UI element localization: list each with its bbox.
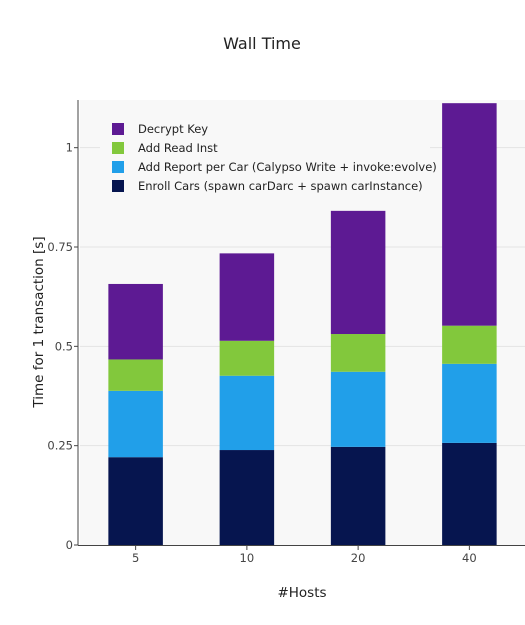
y-axis-title: Time for 1 transaction [s] <box>31 236 47 408</box>
legend-label: Add Read Inst <box>138 141 218 155</box>
bar-segment <box>108 457 163 545</box>
chart-title: Wall Time <box>223 34 301 53</box>
x-axis-ticks: 5 10 20 40 <box>132 546 477 565</box>
legend: Decrypt Key Add Read Inst Add Report per C… <box>100 116 437 196</box>
x-tick-label: 20 <box>351 551 366 565</box>
x-tick-label: 5 <box>132 551 139 565</box>
y-tick-label: 0 <box>66 538 73 552</box>
bars-group <box>108 103 497 545</box>
y-axis-ticks: 0 0.25 0.5 0.75 1 <box>47 141 78 552</box>
y-tick-label: 0.25 <box>47 439 73 453</box>
x-tick-label: 40 <box>462 551 477 565</box>
bar-segment <box>108 359 163 391</box>
legend-swatch <box>112 142 124 154</box>
y-tick-label: 1 <box>66 141 73 155</box>
bar-segment <box>108 390 163 458</box>
bar-segment <box>219 340 275 376</box>
legend-swatch <box>112 161 124 173</box>
y-tick-label: 0.75 <box>47 240 73 254</box>
bar-segment <box>330 446 386 545</box>
bar-segment <box>108 283 163 360</box>
bar-segment <box>330 334 386 372</box>
bar-segment <box>442 442 497 545</box>
legend-swatch <box>112 180 124 192</box>
y-tick-label: 0.5 <box>55 339 73 353</box>
x-axis-title: #Hosts <box>277 585 326 601</box>
bar-segment <box>330 210 386 335</box>
bar-segment <box>219 253 275 341</box>
legend-label: Decrypt Key <box>138 122 208 136</box>
x-tick-label: 10 <box>240 551 255 565</box>
legend-label: Add Report per Car (Calypso Write + invo… <box>138 160 437 174</box>
legend-swatch <box>112 123 124 135</box>
bar-segment <box>219 450 275 545</box>
bar-segment <box>442 325 497 364</box>
legend-background <box>100 116 430 196</box>
bar-segment <box>442 103 497 326</box>
bar-segment <box>442 363 497 443</box>
bar-segment <box>219 375 275 451</box>
bar-segment <box>330 371 386 447</box>
legend-label: Enroll Cars (spawn carDarc + spawn carIn… <box>138 179 423 193</box>
